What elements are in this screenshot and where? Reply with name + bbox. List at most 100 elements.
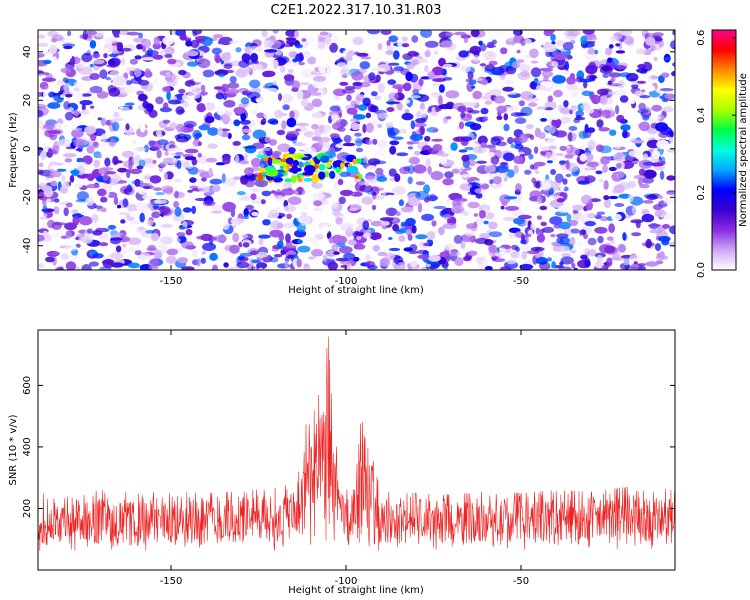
spectrogram-cell (536, 85, 546, 90)
spectrogram-cell (304, 264, 309, 268)
spectrogram-cell (513, 156, 524, 164)
spectrogram-cell (561, 256, 574, 264)
spectrogram-cell (70, 175, 75, 183)
spectrogram-cell (412, 89, 419, 95)
spectrogram-cell (68, 52, 72, 59)
spectrogram-cell (579, 131, 588, 139)
spectrogram-cell (210, 179, 223, 185)
spectrogram-cell (352, 123, 360, 130)
spectrogram-cell (268, 40, 282, 50)
spectrogram-cell (625, 240, 638, 250)
spectrogram-cell (87, 228, 93, 233)
spectrogram-cell (203, 70, 215, 78)
spectrogram-cell (540, 37, 546, 46)
spectrogram-cell (353, 37, 364, 45)
spectrogram-cell (334, 96, 340, 100)
spectrogram-cell (262, 31, 268, 38)
spectrogram-cell (426, 159, 431, 167)
spectrogram-cell (587, 48, 595, 55)
spectrogram-cell (446, 90, 460, 98)
spectrogram-cell (223, 70, 234, 74)
spectrogram-cell (440, 40, 453, 47)
spectrogram-cell (474, 188, 485, 194)
spectrogram-cell (277, 223, 283, 229)
spectrogram-cell (125, 123, 129, 130)
spectrogram-cell (503, 124, 509, 131)
spectrogram-cell (72, 128, 83, 131)
spectrogram-cell (609, 130, 616, 136)
spectrogram-cell (277, 130, 286, 135)
spectrogram-cell (450, 142, 457, 151)
spectrogram-cell (569, 250, 576, 253)
spectrogram-cell (653, 204, 663, 210)
spectrogram-cell (521, 91, 534, 100)
spectrogram-cell (201, 258, 206, 264)
spectrogram-cell (503, 153, 515, 162)
spectrogram-cell (117, 42, 123, 52)
spectrogram-cell (42, 186, 53, 192)
spectrogram-cell (110, 253, 124, 260)
spectrogram-cell (243, 215, 249, 219)
spectrogram-cell (108, 211, 119, 214)
spectrogram-cell (660, 213, 673, 220)
spectrogram-cell (383, 147, 388, 154)
spectrogram-cell (479, 210, 486, 219)
spectrogram-hotspot-cell (299, 161, 304, 167)
spectrogram-cell (199, 125, 211, 131)
spectrogram-cell (350, 101, 356, 107)
spectrogram-cell (615, 105, 619, 114)
spectrogram-hotspot-cell (272, 159, 281, 164)
spectrogram-cell (110, 237, 123, 240)
spectrogram-cell (187, 61, 198, 67)
spectrogram-cell (273, 80, 277, 85)
spectrogram-cell (622, 232, 626, 241)
spectrogram-cell (603, 195, 609, 200)
spectrogram-cell (44, 86, 48, 90)
spectrogram-cell (412, 225, 417, 234)
spectrogram-cell (215, 216, 221, 225)
spectrogram-cell (658, 41, 664, 48)
spectrogram-cell (51, 252, 60, 255)
spectrogram-cell (402, 255, 415, 261)
spectrogram-cell (54, 198, 60, 202)
spectrogram-cell (177, 257, 188, 263)
spectrogram-cell (382, 191, 386, 196)
spectrogram-cell (239, 160, 249, 164)
spectrogram-cell (518, 147, 531, 156)
spectrogram-cell (117, 168, 127, 173)
spectrogram-cell (621, 221, 629, 227)
spectrogram-cell (241, 97, 250, 104)
spectrogram-cell (265, 137, 271, 143)
spectrogram-cell (570, 105, 576, 111)
spectrogram-cell (103, 53, 108, 58)
spectrogram-cell (540, 118, 547, 122)
spectrogram-cell (47, 102, 60, 109)
spectrogram-cell (326, 250, 336, 260)
spectrogram-cell (672, 30, 676, 35)
spectrogram-cell (601, 109, 615, 118)
spectrogram-cell (233, 119, 240, 126)
spectrogram-cell (273, 151, 280, 156)
spectrogram-cell (519, 133, 528, 143)
colorbar-tick-label: 0.4 (696, 107, 707, 123)
spectrogram-cell (129, 211, 138, 217)
spectrogram-cell (249, 80, 260, 89)
spectrogram-hotspot-cell (273, 177, 283, 182)
spectrogram-y-label: Frequency (Hz) (8, 112, 19, 188)
spectrogram-cell (222, 202, 236, 212)
spectrogram-cell (153, 55, 163, 60)
spectrogram-cell (258, 238, 263, 245)
spectrogram-cell (218, 40, 222, 44)
spectrogram-cell (320, 31, 329, 35)
spectrogram-cell (65, 94, 72, 98)
spectrogram-cell (134, 179, 140, 187)
spectrogram-cell (459, 121, 464, 129)
spectrogram-cell (297, 259, 302, 268)
spectrogram-cell (386, 122, 394, 128)
spectrogram-cell (376, 176, 387, 182)
spectrogram-cell (278, 245, 284, 249)
spectrogram-cell (396, 152, 408, 156)
spectrogram-cell (87, 173, 95, 181)
spectrogram-cell (311, 249, 323, 257)
spectrogram-hotspot-cell (286, 157, 294, 164)
